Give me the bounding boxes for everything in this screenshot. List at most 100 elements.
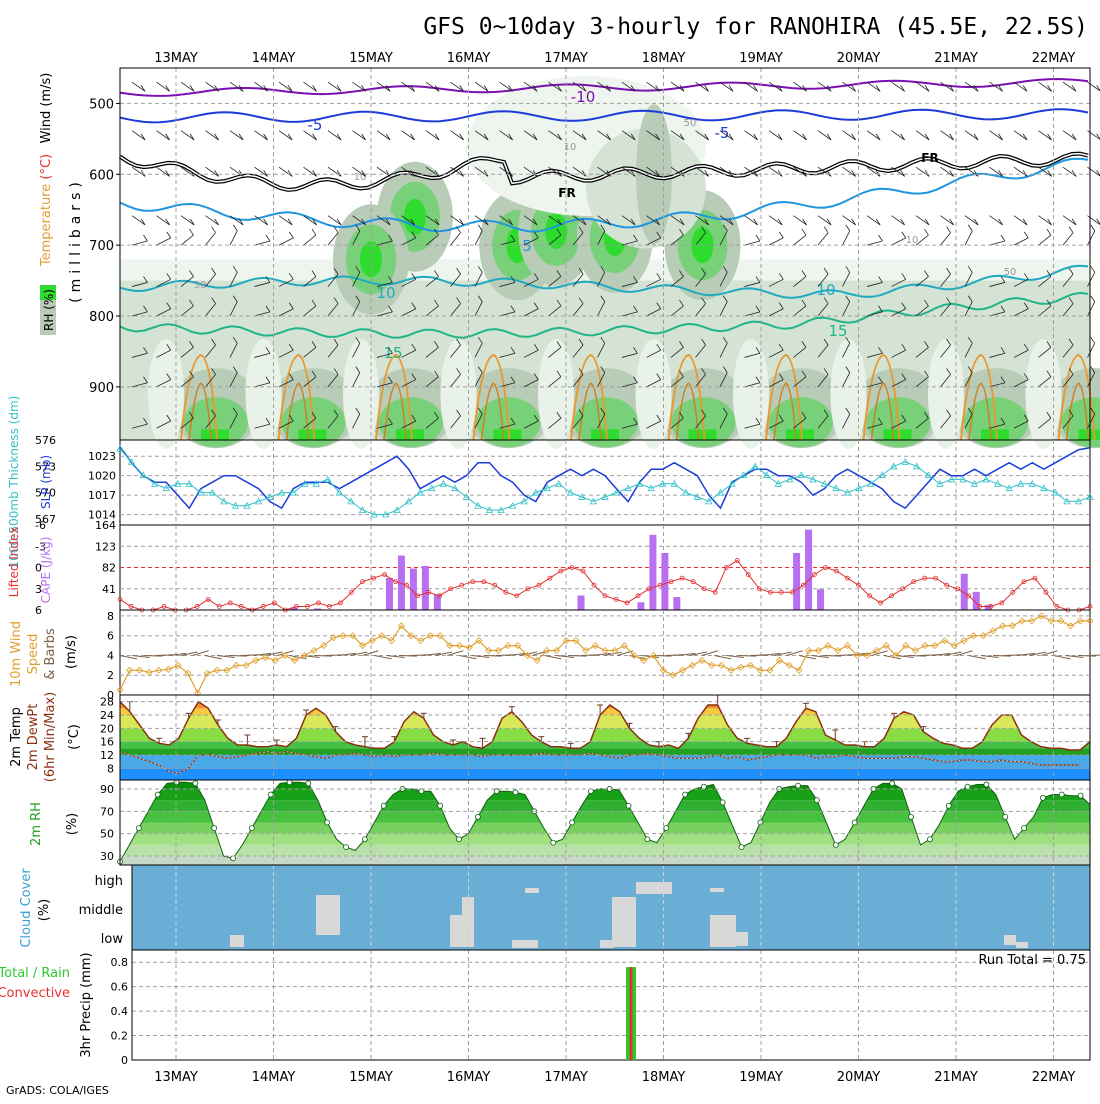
precip-frame	[132, 950, 1090, 1060]
rh-contour-label: 30	[194, 280, 207, 291]
temp-tick: 12	[100, 749, 114, 762]
rh-shade-core	[786, 429, 814, 440]
wind10-tick: 2	[107, 669, 114, 682]
rh-shade-core	[494, 429, 522, 440]
cloud-block	[1004, 935, 1016, 945]
cape-tick: 41	[102, 583, 116, 596]
cape-bar	[637, 602, 644, 610]
temp-label: 2m Temp	[9, 707, 24, 767]
date-label-bottom: 15MAY	[349, 1070, 393, 1085]
isotherm-label: 5	[522, 237, 532, 255]
rh-point	[193, 781, 198, 786]
wind10-tick: 8	[107, 610, 114, 623]
cape-bar	[805, 530, 812, 610]
cloud-block	[316, 908, 340, 914]
li-axis-label: Lifted Index	[7, 527, 21, 598]
date-label-bottom: 22MAY	[1032, 1070, 1076, 1085]
cape-bar	[985, 605, 992, 610]
date-label-top: 15MAY	[349, 51, 393, 66]
precip-tick: 0.4	[111, 1005, 129, 1018]
rh-band	[120, 834, 1090, 845]
wind-barb-flag	[1091, 266, 1095, 272]
rh-dry-pocket	[1026, 339, 1062, 449]
slp-tick: 1020	[88, 470, 116, 483]
slp-tick: 1023	[88, 450, 116, 463]
rh-point	[1059, 792, 1064, 797]
cloud-block	[1016, 942, 1028, 948]
rh-unit: (%)	[65, 813, 80, 836]
date-label-top: 20MAY	[837, 51, 881, 66]
cape-tick: 123	[95, 540, 116, 553]
wind10-tick: 4	[107, 649, 114, 662]
cloud-bg	[132, 865, 1090, 950]
wind-barb-flag	[1091, 296, 1095, 302]
isotherm-label: -5	[715, 124, 730, 142]
rh-point	[758, 820, 763, 825]
temp-band	[120, 768, 1090, 780]
precip-legend-convective: Convective	[0, 986, 70, 1001]
cloud-level-label: low	[101, 932, 124, 947]
footer-credit: GrADS: COLA/IGES	[6, 1084, 109, 1097]
cloud-block	[512, 940, 538, 948]
cloud-block	[525, 888, 539, 893]
rh-point	[212, 826, 217, 831]
rh-band	[120, 823, 1090, 834]
cape-bar	[661, 553, 668, 610]
isotherm-label: FR	[558, 186, 575, 200]
li-tick: -6	[35, 519, 46, 532]
xsect-ylabel-temp: Temperature (°C)	[39, 154, 54, 267]
rh-point	[475, 814, 480, 819]
rh-shade-core	[545, 213, 567, 249]
rh-point	[852, 820, 857, 825]
wind10-barb	[447, 651, 463, 656]
cape-bar	[649, 535, 656, 610]
precip-run-total: Run Total = 0.75	[978, 953, 1086, 968]
rh-point	[344, 845, 349, 850]
wind10-barb	[193, 651, 209, 656]
precip-legend-total: Total / Rain	[0, 966, 70, 981]
rh-dry-pocket	[831, 339, 867, 449]
rh-point	[513, 790, 518, 795]
date-label-top: 22MAY	[1032, 51, 1076, 66]
cape-tick: 82	[102, 562, 116, 575]
cape-bar	[434, 594, 441, 610]
rh-shade-core	[981, 429, 1009, 440]
cloud-block	[710, 888, 724, 892]
date-label-bottom: 18MAY	[642, 1070, 686, 1085]
isotherm-label: FR	[921, 151, 938, 165]
xsect-ytick: 800	[89, 310, 114, 325]
date-label-top: 16MAY	[447, 51, 491, 66]
wind10-tick: 6	[107, 630, 114, 643]
cloud-block	[600, 940, 614, 948]
temp-label: (6hr Min/Max)	[43, 692, 58, 782]
date-label-top: 17MAY	[544, 51, 588, 66]
rh-dry-pocket	[246, 339, 282, 449]
temp-band	[120, 728, 1090, 741]
precip-label: 3hr Precip (mm)	[79, 952, 94, 1057]
date-label-bottom: 13MAY	[154, 1070, 198, 1085]
thickness-line	[120, 449, 1090, 515]
isotherm-label: 10	[816, 281, 835, 299]
xsect-ytick: 500	[89, 97, 114, 112]
xsect-ylabel-temp-part: (°C)	[39, 154, 54, 180]
rh-point	[457, 837, 462, 842]
rh-dry-pocket	[928, 339, 964, 449]
isotherm-label: -5	[308, 116, 323, 134]
cloud-label: Cloud Cover	[19, 868, 34, 948]
xsect-ylabel-wind: Wind (m/s)	[39, 73, 54, 144]
thickness-tick: 576	[35, 434, 56, 447]
date-label-bottom: 20MAY	[837, 1070, 881, 1085]
precip-tick: 0.6	[111, 981, 129, 994]
rh-band	[120, 856, 1090, 865]
date-label-bottom: 14MAY	[252, 1070, 296, 1085]
cape-bar	[422, 566, 429, 610]
rh-shade-core	[884, 429, 912, 440]
temp-unit: (°C)	[67, 724, 82, 750]
xsect-ylabel-temp-part: Temperature	[39, 180, 54, 267]
rh-point	[946, 803, 951, 808]
xsect-ylabel-wind-part: Wind	[39, 107, 54, 144]
cloud-block	[736, 932, 748, 946]
date-label-top: 18MAY	[642, 51, 686, 66]
